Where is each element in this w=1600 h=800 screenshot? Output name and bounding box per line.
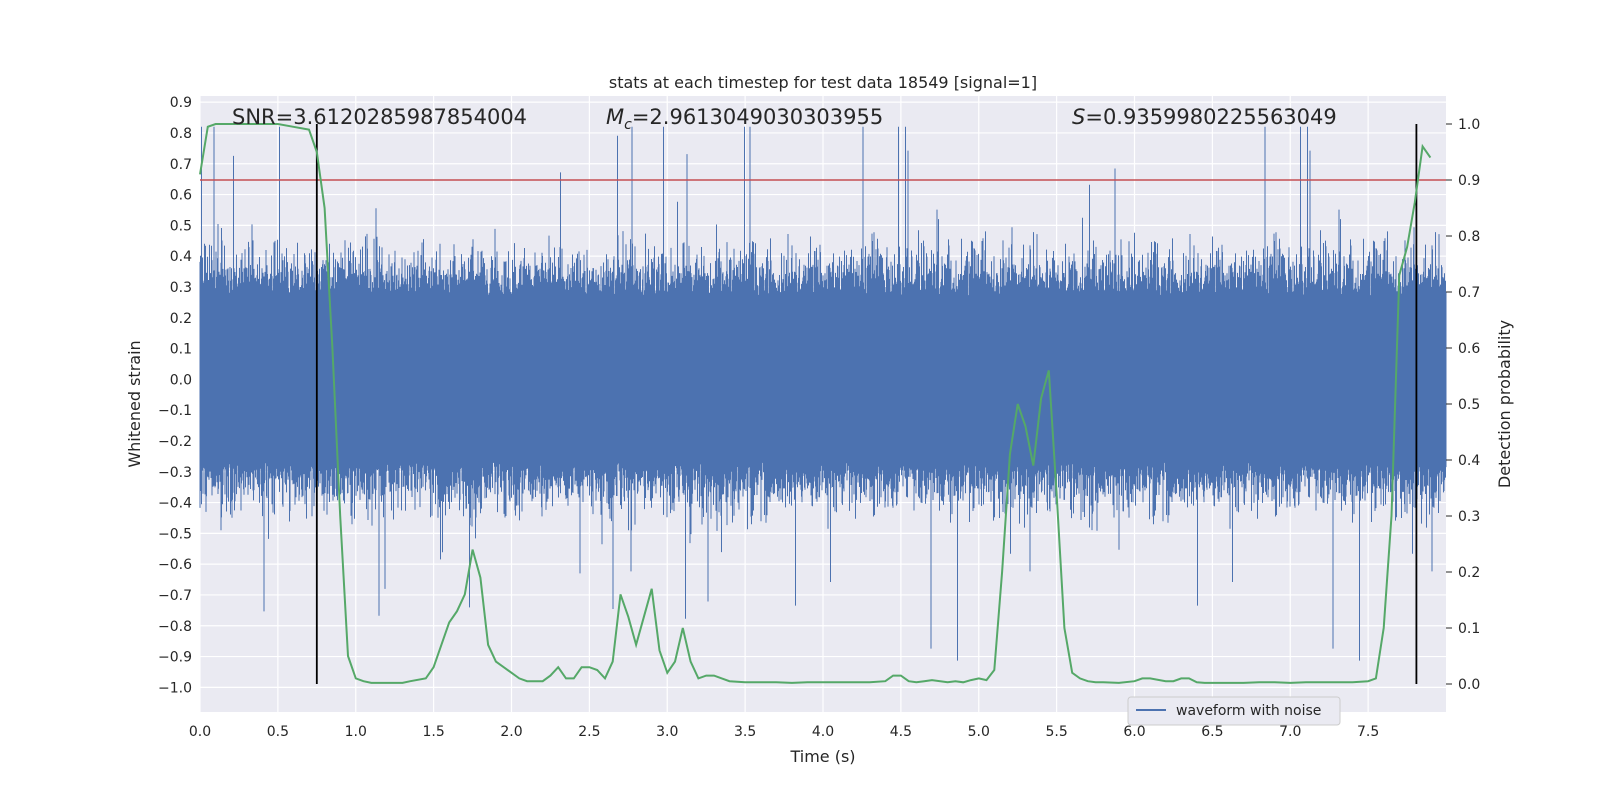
left-tick-label: −0.7 (158, 588, 192, 604)
left-tick-label: −0.5 (158, 526, 192, 542)
left-tick-label: 0.4 (170, 249, 192, 265)
right-axis-label: Detection probability (1495, 320, 1514, 488)
chirp-mass-annotation: Mc=2.9613049030303955 (606, 105, 883, 133)
waveform-bulk (200, 296, 1446, 463)
left-axis-ticks: 0.9 0.8 0.7 0.6 0.5 0.4 0.3 0.2 0.1 0.0 −0.1 −0.2 −0… (158, 95, 192, 696)
s-value: =0.9359980225563049 (1085, 105, 1336, 129)
chirp-mass-symbol: M (606, 105, 624, 129)
x-tick-label: 4.0 (812, 724, 834, 740)
legend-label: waveform with noise (1176, 703, 1321, 719)
x-axis-ticks: 0.0 0.5 1.0 1.5 2.0 2.5 3.0 3.5 4.0 4.5 5.0 5.5 6.0 6… (189, 724, 1379, 740)
x-tick-label: 2.0 (500, 724, 522, 740)
x-tick-label: 4.5 (890, 724, 912, 740)
right-tick-label: 0.1 (1458, 621, 1480, 637)
left-tick-label: 0.9 (170, 95, 192, 111)
left-tick-label: 0.0 (170, 372, 192, 388)
left-tick-label: 0.5 (170, 218, 192, 234)
x-tick-label: 7.5 (1357, 724, 1379, 740)
right-axis-ticks: 0.0 0.1 0.2 0.3 0.4 0.5 0.6 0.7 0.8 0.9 1.0 (1446, 117, 1480, 693)
x-tick-label: 1.5 (422, 724, 444, 740)
right-tick-label: 1.0 (1458, 117, 1480, 133)
x-tick-label: 2.5 (578, 724, 600, 740)
x-tick-label: 0.0 (189, 724, 211, 740)
probability-line (199, 123, 1432, 684)
x-tick-label: 3.5 (734, 724, 756, 740)
snr-annotation: SNR=3.6120285987854004 (232, 105, 527, 129)
x-tick-label: 7.0 (1279, 724, 1301, 740)
x-tick-label: 6.0 (1123, 724, 1145, 740)
left-tick-label: 0.8 (170, 126, 192, 142)
chart-title: stats at each timestep for test data 185… (609, 73, 1037, 92)
x-tick-label: 3.0 (656, 724, 678, 740)
left-tick-label: −0.4 (158, 496, 192, 512)
left-tick-label: 0.2 (170, 311, 192, 327)
left-tick-label: −0.9 (158, 650, 192, 666)
x-tick-label: 5.0 (968, 724, 990, 740)
left-tick-label: −1.0 (158, 680, 192, 696)
legend: waveform with noise (1127, 696, 1341, 726)
right-tick-label: 0.4 (1458, 453, 1480, 469)
left-tick-label: −0.3 (158, 465, 192, 481)
chirp-mass-value: =2.9613049030303955 (632, 105, 883, 129)
left-axis-label: Whitened strain (125, 340, 144, 467)
right-tick-label: 0.8 (1458, 229, 1480, 245)
left-tick-label: −0.8 (158, 619, 192, 635)
left-tick-label: 0.7 (170, 157, 192, 173)
right-tick-label: 0.5 (1458, 397, 1480, 413)
left-tick-label: −0.1 (158, 403, 192, 419)
right-tick-label: 0.9 (1458, 173, 1480, 189)
right-tick-label: 0.7 (1458, 285, 1480, 301)
x-tick-label: 0.5 (267, 724, 289, 740)
left-tick-label: −0.6 (158, 557, 192, 573)
s-annotation: S=0.9359980225563049 (1072, 105, 1337, 129)
waveform-series (199, 126, 1447, 661)
x-tick-label: 1.0 (345, 724, 367, 740)
left-tick-label: 0.6 (170, 188, 192, 204)
right-tick-label: 0.6 (1458, 341, 1480, 357)
left-tick-label: 0.1 (170, 342, 192, 358)
vertical-markers (315, 124, 1418, 684)
legend-box (1127, 696, 1341, 726)
right-tick-label: 0.3 (1458, 509, 1480, 525)
s-symbol: S (1072, 105, 1085, 129)
chirp-mass-subscript: c (624, 117, 632, 133)
left-tick-label: −0.2 (158, 434, 192, 450)
x-axis-label: Time (s) (789, 747, 855, 766)
left-tick-label: 0.3 (170, 280, 192, 296)
x-tick-label: 5.5 (1045, 724, 1067, 740)
x-tick-label: 6.5 (1201, 724, 1223, 740)
right-tick-label: 0.2 (1458, 565, 1480, 581)
right-tick-label: 0.0 (1458, 677, 1480, 693)
